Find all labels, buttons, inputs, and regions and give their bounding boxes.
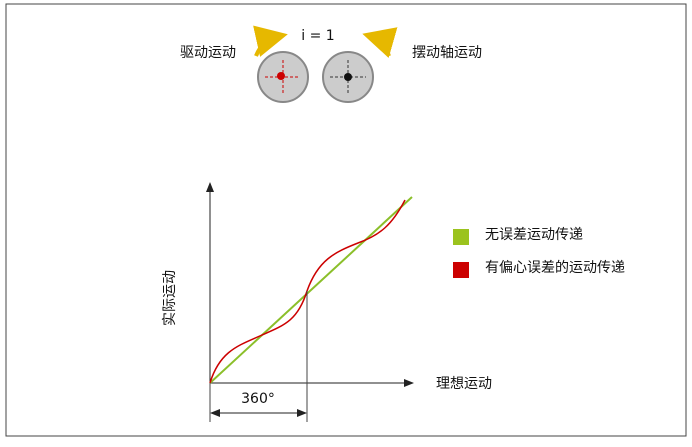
drive-label: 驱动运动 — [180, 45, 236, 61]
x-label: 理想运动 — [436, 376, 492, 392]
page: {"gears": {"ratio": "i = 1", "left_label… — [0, 0, 692, 443]
gears — [256, 36, 389, 102]
ideal-line — [210, 197, 412, 383]
period-label: 360° — [241, 391, 275, 407]
legend-swatch — [453, 262, 469, 278]
legend-swatch — [453, 229, 469, 245]
legend-label: 有偏心误差的运动传递 — [485, 260, 625, 276]
y-label: 实际运动 — [162, 270, 178, 326]
diagram: i = 1 驱动运动 摆动轴运动 360° 实际运动 理想运动 无误差运动传递 … — [0, 0, 692, 443]
driven-label: 摆动轴运动 — [412, 45, 482, 61]
legend-label: 无误差运动传递 — [485, 227, 583, 243]
ratio: i = 1 — [301, 28, 334, 44]
